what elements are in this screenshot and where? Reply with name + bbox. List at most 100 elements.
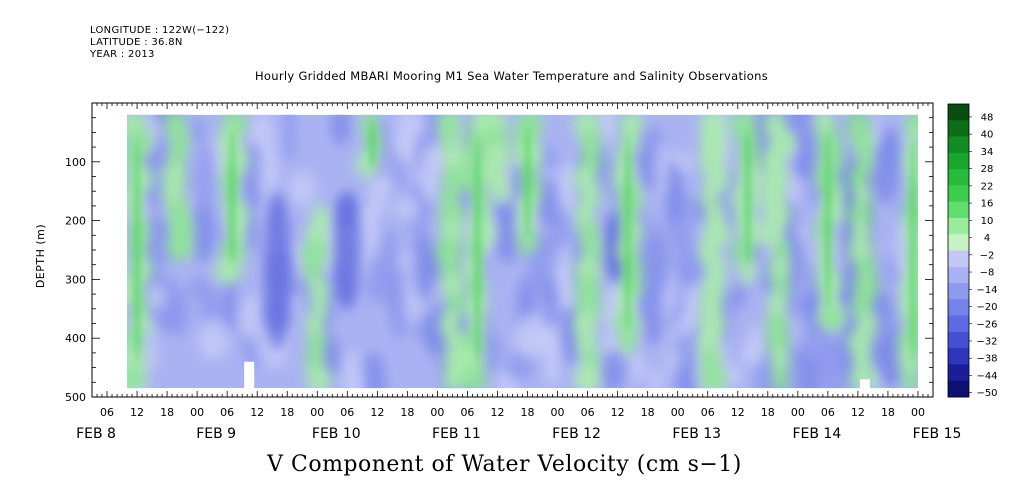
green-band-segment [166,233,194,262]
axes: 06 12 18 00 06 12 18 00 06 12 18 00 06 12 18 00 06 12 18 00… [65,103,961,442]
x-tick-label: 18 [400,406,414,419]
green-band-segment [462,365,487,389]
colorbar-label: 10 [981,216,994,227]
texture-blob [283,114,297,164]
green-band-core [368,119,377,169]
green-band-segment [700,365,728,389]
colorbar-swatch [948,152,969,170]
x-tick-label: 12 [370,406,384,419]
green-band-core [743,128,752,266]
green-band-segment [901,365,918,389]
x-tick-label: 12 [611,406,625,419]
green-band-core [908,137,917,366]
green-band-core [623,134,632,331]
x-day-label: FEB 14 [792,426,841,442]
texture-blob [635,126,666,148]
texture-blob [394,195,420,223]
colorbar-swatch [948,250,969,268]
colorbar-label: −2 [980,250,995,261]
green-band-segment [127,365,147,389]
x-tick-label: 12 [731,406,745,419]
texture-blob [224,269,237,336]
colorbar-label: 4 [984,233,990,244]
x-tick-label: 00 [791,406,805,419]
y-tick-label: 300 [65,273,86,286]
colorbar-label: −26 [976,319,997,330]
colorbar-swatch [948,299,969,317]
texture-blob [643,221,663,258]
texture-blob [364,205,378,238]
x-tick-label: 12 [851,406,865,419]
x-day-label: FEB 11 [432,426,481,442]
y-tick-label: 500 [65,391,86,404]
colorbar-label: −14 [976,285,997,296]
texture-blob [541,274,560,330]
x-tick-label: 18 [160,406,174,419]
texture-blob [361,351,386,389]
y-tick-label: 100 [65,156,86,169]
colorbar-label: 16 [981,199,994,210]
colorbar-label: −50 [976,388,997,399]
x-tick-label: 00 [310,406,324,419]
x-tick-label: 00 [911,406,925,419]
colorbar-label: −8 [980,268,995,279]
x-tick-label: 06 [821,406,835,419]
colorbar-label: −38 [976,354,997,365]
texture-blob [869,139,902,205]
x-tick-label: 12 [130,406,144,419]
colorbar-swatch [948,201,969,219]
colorbar-swatch [948,234,969,251]
colorbar-swatch [948,348,969,365]
x-day-label: FEB 8 [76,426,116,442]
texture-blob [419,142,441,203]
x-tick-label: 18 [641,406,655,419]
texture-blob [389,153,404,189]
x-tick-label: 00 [551,406,565,419]
texture-blob [343,350,361,389]
x-day-label: FEB 15 [913,426,962,442]
green-band-core [228,128,237,266]
texture-blob [732,282,746,310]
green-band-segment [771,365,789,389]
missing-data-patches [244,361,870,389]
texture-blob [364,254,390,304]
x-tick-label: 00 [671,406,685,419]
texture-blob [196,144,214,214]
colorbar-label: −20 [976,302,997,313]
texture-blob [190,199,217,263]
colorbar-frame [947,103,970,398]
year-label: YEAR : 2013 [90,49,155,60]
x-tick-label: 06 [581,406,595,419]
green-band-segment [442,365,467,389]
texture-blob [398,134,415,158]
green-band-core [133,137,142,366]
texture-blob [874,336,898,388]
green-band-segment [739,256,756,285]
texture-blob [198,318,230,360]
green-band-core [823,132,832,309]
colorbar-swatch [948,136,969,154]
texture-blob [664,160,684,226]
colorbar-label: 22 [981,181,994,192]
texture-blob [412,229,435,301]
green-band-core [523,126,532,239]
x-tick-label: 06 [460,406,474,419]
green-band-segment [574,365,601,389]
missing-data-patch [859,379,870,389]
x-tick-label: 18 [521,406,535,419]
northward-flow-core [133,119,917,366]
dark-blue-band [333,191,362,309]
texture-blob [388,269,410,341]
texture-blob [676,255,707,285]
texture-blob [599,348,629,389]
colorbar-swatch [948,104,969,121]
texture-blob [330,114,351,146]
texture-blob [672,331,685,358]
colorbar-label: −44 [976,371,997,382]
texture-blob [152,212,165,253]
y-axis-label: DEPTH (m) [34,224,47,288]
texture-blob [157,308,184,334]
missing-data-patch [244,361,255,389]
heatmap-field [127,114,918,389]
